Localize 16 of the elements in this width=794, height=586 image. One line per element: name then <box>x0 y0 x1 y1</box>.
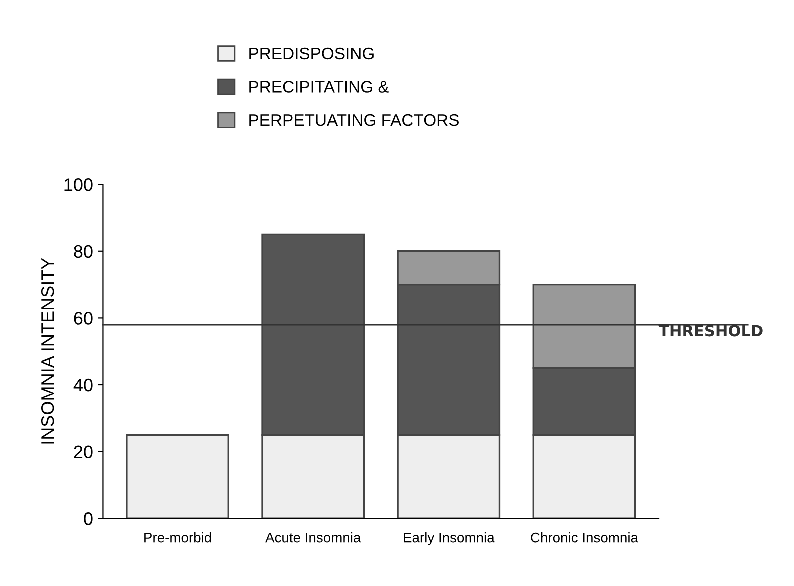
legend-label: PRECIPITATING & <box>250 81 390 93</box>
x-tick-label: Acute Insomnia <box>266 532 362 543</box>
y-tick-label: 0 <box>84 512 93 526</box>
x-tick-label: Early Insomnia <box>404 532 495 546</box>
y-axis-title: INSOMNIA INTENSITY <box>41 258 54 444</box>
legend-label: PERPETUATING FACTORS <box>250 114 459 126</box>
ref-line-label: THRESHOLD <box>659 325 763 337</box>
bar <box>126 434 230 519</box>
y-tick-label: 20 <box>74 446 93 459</box>
y-tick-label: 40 <box>74 378 93 392</box>
x-tick-label: Pre-morbid <box>144 532 212 543</box>
legend-label: PREDISPOSING <box>250 48 374 60</box>
y-tick-label: 100 <box>64 178 93 192</box>
x-tick-label: Chronic Insomnia <box>531 532 638 543</box>
y-tick-label: 60 <box>74 312 93 325</box>
y-tick-label: 80 <box>74 245 93 258</box>
